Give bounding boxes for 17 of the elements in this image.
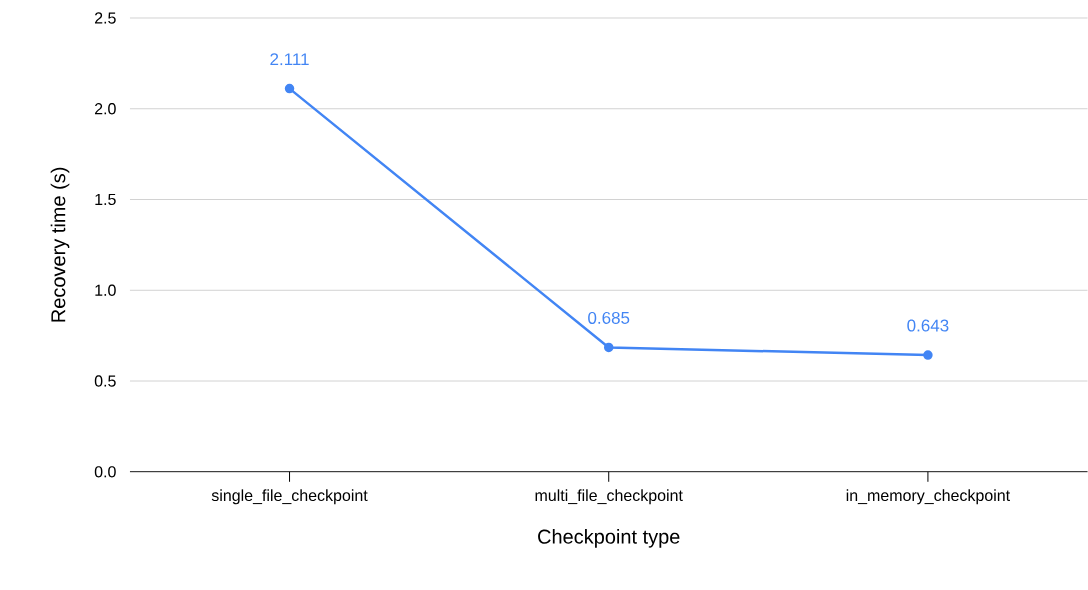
y-tick-label: 1.0 — [95, 284, 116, 297]
y-tick-label: 0.0 — [94, 466, 116, 478]
x-tick-label: in_memory_checkpoint — [846, 489, 1010, 505]
y-tick-label: 0.5 — [94, 375, 116, 387]
y-axis-title: Recovery time (s) — [50, 167, 70, 322]
x-tick-label: multi_file_checkpoint — [535, 489, 683, 505]
x-axis-title: Checkpoint type — [538, 529, 680, 548]
point — [603, 342, 614, 353]
y-tick-label: 2.0 — [94, 103, 116, 115]
x-tick-label: single_file_checkpoint — [211, 489, 368, 505]
data-label: 2.111 — [270, 53, 309, 66]
y-tick-label: 1.5 — [95, 194, 116, 206]
data-label: 0.685 — [588, 312, 630, 325]
y-tick-label: 2.5 — [94, 12, 116, 24]
point — [923, 350, 933, 360]
point — [284, 83, 295, 94]
data-label: 0.643 — [907, 319, 949, 332]
